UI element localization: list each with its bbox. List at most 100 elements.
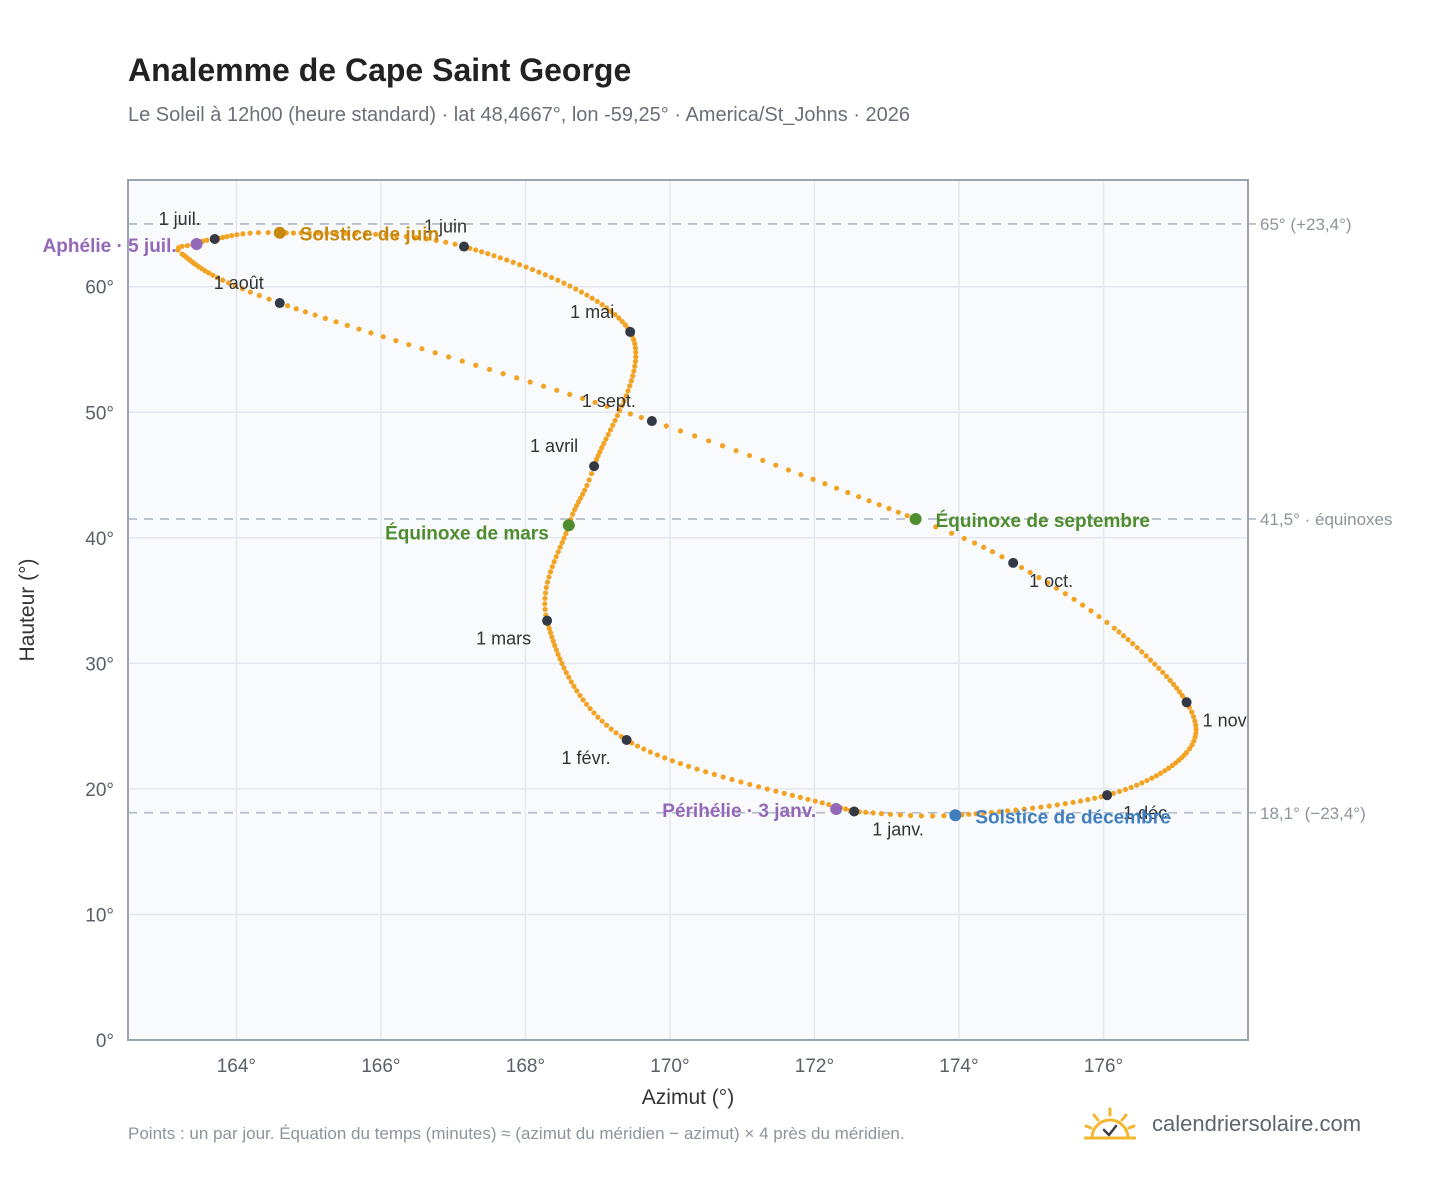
daily-point bbox=[1110, 790, 1117, 796]
daily-point bbox=[1156, 665, 1162, 671]
daily-point bbox=[247, 289, 254, 295]
daily-point bbox=[773, 788, 779, 794]
daily-point bbox=[599, 718, 605, 724]
daily-point bbox=[362, 231, 369, 237]
event-marker bbox=[909, 512, 922, 525]
daily-point bbox=[594, 298, 600, 305]
daily-point bbox=[229, 233, 235, 239]
daily-point bbox=[694, 766, 700, 772]
daily-point bbox=[1070, 799, 1076, 805]
daily-point bbox=[324, 230, 330, 236]
daily-point bbox=[298, 230, 304, 236]
daily-point bbox=[669, 758, 676, 764]
daily-point bbox=[895, 509, 901, 515]
plot-area bbox=[128, 180, 1248, 1040]
daily-point bbox=[352, 230, 359, 237]
daily-point bbox=[1045, 580, 1051, 586]
daily-point bbox=[870, 810, 876, 816]
daily-point bbox=[1018, 564, 1025, 571]
daily-point bbox=[543, 584, 549, 591]
daily-point bbox=[907, 812, 914, 819]
daily-point bbox=[504, 257, 510, 263]
month-marker bbox=[646, 416, 657, 427]
daily-point bbox=[941, 813, 947, 819]
daily-point bbox=[563, 670, 569, 676]
daily-point bbox=[1174, 685, 1180, 691]
daily-point bbox=[1139, 649, 1145, 655]
daily-point bbox=[595, 714, 601, 720]
daily-point bbox=[1167, 677, 1173, 683]
daily-point bbox=[527, 379, 533, 385]
daily-point bbox=[949, 530, 955, 536]
y-tick-label: 20° bbox=[85, 780, 114, 801]
reference-line-label: 18,1° (−23,4°) bbox=[1260, 804, 1366, 823]
daily-point bbox=[485, 251, 491, 257]
daily-point bbox=[573, 286, 579, 292]
daily-point bbox=[542, 601, 548, 607]
daily-point bbox=[878, 810, 885, 817]
daily-point bbox=[608, 726, 614, 732]
daily-point bbox=[514, 375, 520, 381]
daily-point bbox=[497, 255, 503, 261]
daily-point bbox=[584, 292, 590, 298]
daily-point bbox=[580, 697, 586, 703]
daily-point bbox=[887, 811, 894, 817]
daily-point bbox=[1088, 608, 1094, 614]
daily-point bbox=[1166, 765, 1172, 771]
daily-point bbox=[343, 230, 349, 236]
daily-point bbox=[423, 236, 429, 242]
daily-point bbox=[285, 303, 291, 309]
month-marker bbox=[1008, 557, 1019, 568]
daily-point bbox=[293, 306, 299, 312]
x-axis-title: Azimut (°) bbox=[642, 1086, 734, 1109]
daily-point bbox=[733, 448, 739, 454]
daily-point bbox=[1163, 673, 1170, 679]
daily-point bbox=[589, 295, 595, 301]
daily-point bbox=[773, 462, 779, 468]
daily-point bbox=[234, 232, 240, 238]
daily-point bbox=[631, 337, 637, 343]
daily-point bbox=[1085, 797, 1091, 803]
daily-point bbox=[1005, 808, 1011, 814]
daily-point bbox=[586, 477, 592, 483]
daily-point bbox=[290, 230, 297, 236]
daily-point bbox=[988, 809, 995, 816]
daily-point bbox=[703, 769, 709, 775]
brand-name[interactable]: calendriersolaire.com bbox=[1152, 1111, 1362, 1136]
daily-point bbox=[610, 422, 616, 428]
month-marker bbox=[849, 806, 860, 817]
daily-point bbox=[634, 743, 641, 749]
y-tick-label: 50° bbox=[85, 403, 114, 424]
x-tick-label: 172° bbox=[795, 1056, 834, 1077]
daily-point bbox=[1104, 619, 1110, 625]
daily-point bbox=[220, 277, 226, 283]
daily-point bbox=[812, 798, 818, 804]
daily-point bbox=[571, 507, 578, 513]
sun-check-icon bbox=[1084, 1107, 1136, 1140]
daily-point bbox=[1176, 689, 1183, 695]
daily-point bbox=[755, 784, 762, 790]
x-tick-label: 170° bbox=[650, 1056, 689, 1077]
daily-point bbox=[612, 311, 618, 318]
daily-point bbox=[866, 498, 872, 504]
footnote: Points : un par jour. Équation du temps … bbox=[128, 1124, 905, 1143]
daily-point bbox=[1077, 798, 1084, 804]
month-marker bbox=[625, 326, 636, 337]
month-marker bbox=[542, 615, 553, 626]
daily-point bbox=[603, 722, 610, 728]
daily-point bbox=[591, 710, 597, 716]
daily-point bbox=[406, 342, 412, 348]
brand[interactable]: calendriersolaire.com bbox=[1082, 1102, 1361, 1146]
daily-point bbox=[491, 253, 497, 259]
daily-point bbox=[608, 308, 614, 314]
daily-point bbox=[322, 315, 328, 321]
daily-point bbox=[677, 428, 684, 434]
daily-point bbox=[638, 414, 644, 421]
daily-point bbox=[568, 679, 574, 685]
daily-point bbox=[1080, 602, 1086, 608]
x-tick-label: 166° bbox=[361, 1056, 400, 1077]
daily-point bbox=[746, 452, 753, 459]
event-label: Aphélie · 5 juil. bbox=[43, 236, 177, 257]
daily-point bbox=[175, 247, 181, 253]
